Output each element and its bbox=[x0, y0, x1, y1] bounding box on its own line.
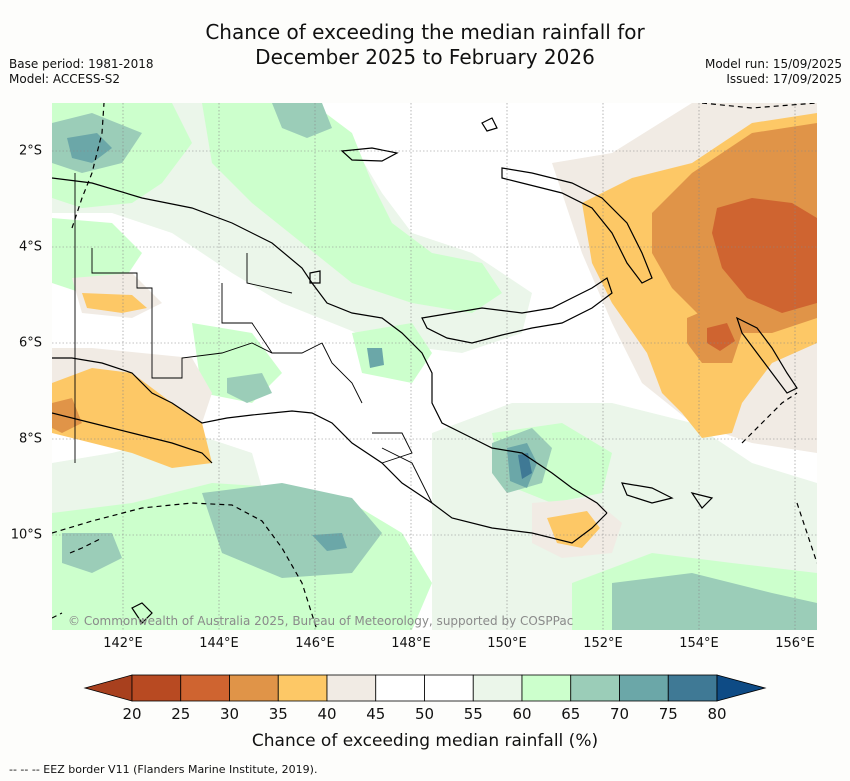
title-line-2: December 2025 to February 2026 bbox=[255, 45, 595, 69]
copyright-notice: © Commonwealth of Australia 2025, Bureau… bbox=[68, 614, 574, 628]
colorbar-segment bbox=[326, 674, 377, 702]
colorbar-segment bbox=[472, 674, 523, 702]
lat-label: 8°S bbox=[18, 431, 42, 447]
colorbar-segment bbox=[424, 674, 474, 702]
province-borders bbox=[74, 173, 433, 504]
colorbar-extend-low bbox=[83, 674, 133, 702]
base-period-text: Base period: 1981-2018 bbox=[9, 57, 154, 71]
colorbar-segment bbox=[619, 674, 669, 702]
colorbar-segment bbox=[667, 674, 718, 702]
colorbar-tick-label: 70 bbox=[609, 705, 630, 723]
colorbar bbox=[83, 674, 767, 702]
lat-label: 10°S bbox=[10, 527, 42, 543]
map-title: Chance of exceeding the median rainfall … bbox=[0, 20, 850, 70]
coastlines bbox=[52, 117, 798, 624]
colorbar-label: Chance of exceeding median rainfall (%) bbox=[251, 731, 599, 751]
lon-label: 144°E bbox=[199, 636, 239, 651]
colorbar-tick-label: 50 bbox=[414, 705, 435, 723]
lat-label: 6°S bbox=[18, 335, 42, 351]
colorbar-extend-high bbox=[716, 674, 767, 702]
colorbar-segments bbox=[83, 674, 767, 702]
colorbar-segment bbox=[131, 674, 182, 702]
colorbar-tick-label: 60 bbox=[512, 705, 532, 723]
lon-label: 154°E bbox=[679, 636, 719, 651]
lon-label: 142°E bbox=[103, 636, 143, 651]
colorbar-segment bbox=[180, 674, 230, 702]
colorbar-tick-label: 40 bbox=[317, 705, 337, 723]
colorbar-tick-label: 75 bbox=[658, 705, 678, 723]
colorbar-tick-label: 80 bbox=[707, 705, 727, 723]
colorbar-segment bbox=[570, 674, 620, 702]
colorbar-tick-label: 25 bbox=[171, 705, 191, 723]
shade-75-80 bbox=[518, 453, 532, 479]
colorbar-segment bbox=[277, 674, 328, 702]
lon-label: 156°E bbox=[775, 636, 815, 651]
lon-label: 150°E bbox=[487, 636, 527, 651]
model-text: Model: ACCESS-S2 bbox=[9, 72, 121, 86]
colorbar-tick-label: 30 bbox=[219, 705, 240, 723]
lat-label: 4°S bbox=[18, 239, 42, 255]
issued-text: Issued: 17/09/2025 bbox=[726, 72, 842, 86]
eez-legend-note: -- -- -- EEZ border V11 (Flanders Marine… bbox=[9, 763, 318, 776]
colorbar-tick-label: 45 bbox=[366, 705, 386, 723]
map-canvas bbox=[52, 103, 817, 630]
lon-label: 152°E bbox=[583, 636, 623, 651]
eez-borders bbox=[52, 103, 817, 630]
graticule bbox=[52, 103, 817, 630]
title-line-1: Chance of exceeding the median rainfall … bbox=[205, 20, 645, 44]
colorbar-tick-label: 20 bbox=[122, 705, 142, 723]
run-info: Model run: 15/09/2025 Issued: 17/09/2025 bbox=[705, 57, 842, 87]
rainfall-map bbox=[52, 103, 817, 630]
model-info: Base period: 1981-2018 Model: ACCESS-S2 bbox=[9, 57, 154, 87]
shade-25-30 bbox=[707, 198, 817, 351]
lat-label: 2°S bbox=[18, 143, 42, 159]
colorbar-segment bbox=[375, 674, 425, 702]
lon-label: 146°E bbox=[295, 636, 335, 651]
colorbar-segment bbox=[521, 674, 572, 702]
model-run-text: Model run: 15/09/2025 bbox=[704, 57, 842, 71]
colorbar-segment bbox=[229, 674, 279, 702]
colorbar-tick-label: 35 bbox=[268, 705, 288, 723]
colorbar-tick-label: 65 bbox=[561, 705, 581, 723]
lon-label: 148°E bbox=[391, 636, 431, 651]
colorbar-tick-label: 55 bbox=[463, 705, 483, 723]
